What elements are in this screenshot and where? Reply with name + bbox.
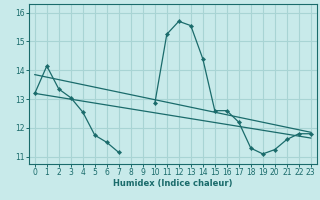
- X-axis label: Humidex (Indice chaleur): Humidex (Indice chaleur): [113, 179, 233, 188]
